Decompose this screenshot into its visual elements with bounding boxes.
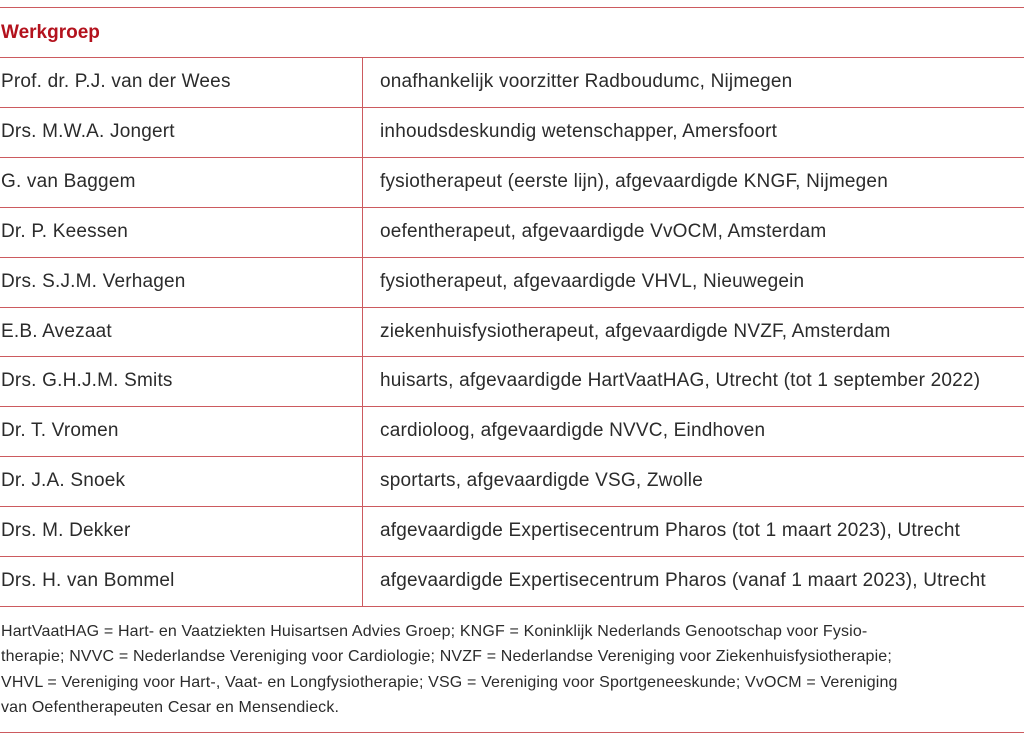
member-role: sportarts, afgevaardigde VSG, Zwolle xyxy=(380,470,703,492)
member-role: huisarts, afgevaardigde HartVaatHAG, Utr… xyxy=(380,370,981,392)
row-rule xyxy=(0,106,1024,108)
footnote: HartVaatHAG = Hart- en Vaatziekten Huisa… xyxy=(1,619,898,720)
row-rule xyxy=(0,605,1024,607)
table-row: Drs. M.W.A. Jongert inhoudsdeskundig wete… xyxy=(0,107,1024,157)
member-role: oefentherapeut, afgevaardigde VvOCM, Ams… xyxy=(380,220,827,242)
header-rule xyxy=(0,57,1024,58)
table-row: Drs. G.H.J.M. Smits huisarts, afgevaardig… xyxy=(0,356,1024,406)
member-name: Dr. J.A. Snoek xyxy=(1,470,126,492)
member-name: Drs. H. van Bommel xyxy=(1,570,175,591)
row-rule xyxy=(0,506,1024,508)
member-role: fysiotherapeut (eerste lijn), afgevaardi… xyxy=(380,170,888,192)
member-name: Drs. G.H.J.M. Smits xyxy=(1,370,173,392)
footnote-line: van Oefentherapeuten Cesar en Mensendiec… xyxy=(1,698,340,716)
table-row: Drs. H. van Bommel afgevaardigde Expertis… xyxy=(0,556,1024,606)
table-row: Dr. T. Vromen cardioloog, afgevaardigde N… xyxy=(0,406,1024,456)
member-role: inhoudsdeskundig wetenschapper, Amersfoo… xyxy=(380,120,778,142)
table-row: Prof. dr. P.J. van der Wees onafhankelijk… xyxy=(0,57,1024,107)
member-name: Drs. M.W.A. Jongert xyxy=(1,120,175,142)
row-rule xyxy=(0,156,1024,158)
table-row: Dr. P. Keessen oefentherapeut, afgevaardi… xyxy=(0,207,1024,257)
footnote-line: VHVL = Vereniging voor Hart-, Vaat- en L… xyxy=(1,673,898,691)
table-bottom-rule xyxy=(0,732,1024,733)
column-divider xyxy=(362,57,363,606)
member-name: E.B. Avezaat xyxy=(1,320,112,342)
row-rule xyxy=(0,456,1024,458)
table-top-rule xyxy=(0,7,1024,8)
member-name: Dr. T. Vromen xyxy=(1,420,119,442)
table-row: G. van Baggem fysiotherapeut (eerste lijn… xyxy=(0,157,1024,207)
member-name: Dr. P. Keessen xyxy=(1,220,129,242)
table-row: Drs. M. Dekker afgevaardigde Expertisecen… xyxy=(0,506,1024,556)
table-row: E.B. Avezaat ziekenhuisfysiotherapeut, af… xyxy=(0,307,1024,357)
footnote-line: HartVaatHAG = Hart- en Vaatziekten Huisa… xyxy=(1,623,868,640)
member-name: G. van Baggem xyxy=(1,170,136,192)
table-row: Dr. J.A. Snoek sportarts, afgevaardigde V… xyxy=(0,456,1024,506)
member-name: Prof. dr. P.J. van der Wees xyxy=(1,71,231,92)
table-row: Drs. S.J.M. Verhagen fysiotherapeut, afge… xyxy=(0,257,1024,307)
member-role: afgevaardigde Expertisecentrum Pharos (t… xyxy=(380,520,961,542)
footnote-line: therapie; NVVC = Nederlandse Vereniging … xyxy=(1,648,892,666)
row-rule xyxy=(0,556,1024,557)
member-name: Drs. S.J.M. Verhagen xyxy=(1,270,186,292)
member-role: ziekenhuisfysiotherapeut, afgevaardigde … xyxy=(380,320,891,342)
row-rule xyxy=(0,356,1024,358)
row-rule xyxy=(0,406,1024,408)
table-title: Werkgroep xyxy=(1,22,100,43)
member-role: onafhankelijk voorzitter Radboudumc, Nij… xyxy=(380,71,793,92)
member-name: Drs. M. Dekker xyxy=(1,520,131,542)
member-role: fysiotherapeut, afgevaardigde VHVL, Nieu… xyxy=(380,270,805,292)
member-role: afgevaardigde Expertisecentrum Pharos (v… xyxy=(380,570,986,591)
member-role: cardioloog, afgevaardigde NVVC, Eindhove… xyxy=(380,420,766,442)
row-rule xyxy=(0,306,1024,308)
row-rule xyxy=(0,256,1024,258)
row-rule xyxy=(0,206,1024,208)
